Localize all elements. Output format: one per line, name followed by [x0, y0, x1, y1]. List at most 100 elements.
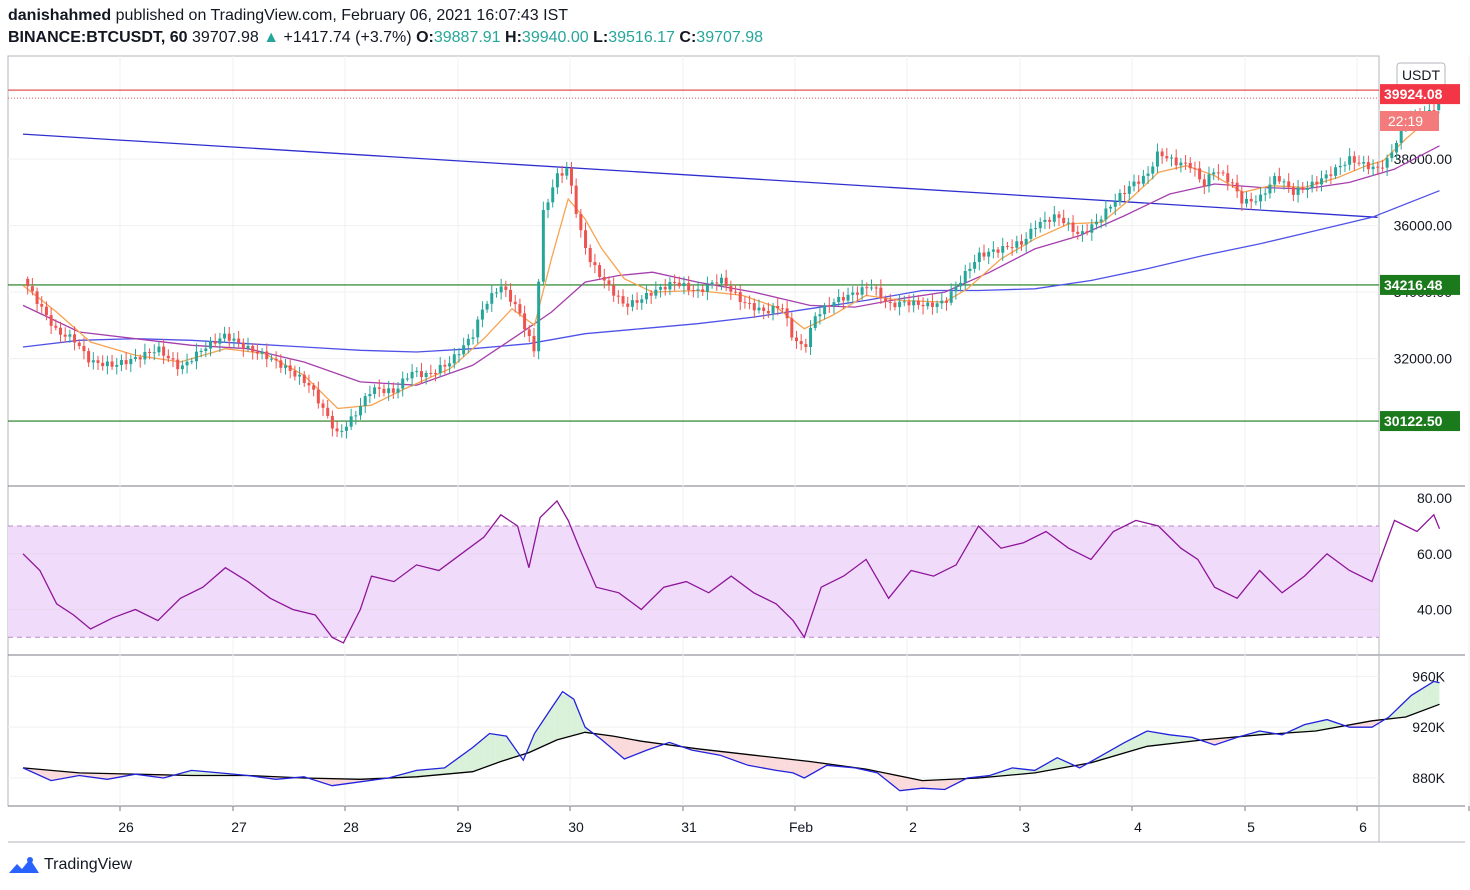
- candle-body: [682, 283, 686, 287]
- x-tick-label-1: 27: [231, 819, 247, 835]
- candle-body: [1296, 187, 1300, 195]
- candle-body: [560, 173, 564, 176]
- candle-body: [1198, 168, 1202, 180]
- candle-body: [668, 281, 672, 290]
- candle-body: [752, 303, 756, 311]
- candle-body: [926, 302, 930, 307]
- obv-fill-segment: [1144, 731, 1151, 748]
- candle-body: [1019, 241, 1023, 245]
- candle-body: [509, 289, 513, 302]
- candle-body: [724, 277, 728, 287]
- candle-body: [1343, 164, 1347, 166]
- candle-body: [921, 304, 925, 307]
- tradingview-brand[interactable]: TradingView: [8, 855, 132, 875]
- candle-body: [879, 287, 883, 299]
- x-tick-label-0: 26: [118, 819, 134, 835]
- obv-fill-segment: [477, 738, 484, 770]
- candle-body: [1395, 142, 1399, 153]
- candle-body: [1380, 167, 1384, 169]
- candle-body: [762, 307, 766, 311]
- candle-body: [419, 371, 423, 378]
- candle-body: [869, 287, 873, 289]
- author-name[interactable]: danishahmed: [8, 7, 112, 24]
- obv-fill-segment: [996, 771, 1003, 777]
- candle-body: [274, 358, 278, 361]
- candle-body: [480, 309, 484, 320]
- symbol-label[interactable]: BINANCE:BTCUSDT, 60: [8, 29, 188, 46]
- candle-body: [1226, 173, 1230, 183]
- obv-fill-segment: [1020, 768, 1027, 775]
- obv-fill-segment: [489, 733, 496, 766]
- candle-body: [546, 202, 550, 210]
- candle-body: [246, 345, 250, 349]
- level-low-tag-bg: [1380, 411, 1460, 432]
- candle-body: [312, 385, 316, 390]
- candle-body: [1315, 181, 1319, 185]
- candle-body: [1221, 172, 1225, 174]
- candle-body: [269, 358, 273, 360]
- obv-fill-segment: [1038, 765, 1045, 773]
- candle-body: [673, 281, 677, 283]
- obv-fill-segment: [560, 693, 566, 740]
- rsi-tick-label-0: 80.00: [1417, 490, 1452, 506]
- candle-body: [898, 301, 902, 308]
- candle-body: [44, 306, 48, 316]
- candle-body: [1184, 162, 1188, 164]
- obv-fill-segment: [99, 773, 106, 780]
- candle-body: [902, 301, 906, 303]
- price-tick-label-1: 36000.00: [1394, 218, 1453, 234]
- obv-fill-segment: [1185, 736, 1192, 742]
- candle-body: [152, 352, 156, 354]
- candle-body: [138, 357, 142, 360]
- obv-fill-segment: [34, 768, 41, 776]
- candle-body: [1348, 156, 1352, 165]
- candle-body: [1277, 176, 1281, 182]
- candle-body: [1043, 219, 1047, 222]
- candle-body: [677, 282, 681, 287]
- candle-body: [584, 230, 588, 249]
- candle-body: [448, 363, 452, 367]
- obv-fill-segment: [607, 735, 614, 750]
- candle-body: [326, 407, 330, 416]
- candle-body: [1113, 201, 1117, 207]
- level-high-tag-bg: [1380, 274, 1460, 295]
- obv-fill-segment: [1327, 719, 1334, 729]
- candle-body: [884, 298, 888, 303]
- candle-body: [1151, 166, 1155, 174]
- candle-body: [832, 302, 836, 307]
- countdown-tag: 22:19: [1388, 113, 1423, 129]
- candle-body: [1127, 186, 1131, 194]
- candle-body: [284, 365, 288, 368]
- candle-body: [1263, 193, 1267, 195]
- obv-fill-segment: [1368, 720, 1375, 728]
- candle-body: [1141, 175, 1145, 184]
- candle-body: [391, 388, 395, 393]
- candle-body: [654, 289, 658, 296]
- candle-body: [1432, 109, 1436, 111]
- candle-body: [935, 303, 939, 307]
- obv-fill-segment: [1303, 723, 1310, 732]
- chart-area[interactable]: 262728293031Feb23456738000.0036000.00340…: [0, 0, 1470, 850]
- candle-body: [874, 287, 878, 289]
- candle-body: [59, 327, 63, 335]
- candle-body: [1095, 221, 1099, 225]
- candle-body: [977, 252, 981, 262]
- candle-body: [565, 168, 569, 176]
- candle-body: [555, 173, 559, 188]
- candle-body: [954, 286, 958, 292]
- candle-body: [377, 387, 381, 389]
- candle-body: [54, 325, 58, 328]
- candle-body: [199, 351, 203, 353]
- candle-body: [1015, 241, 1019, 248]
- candle-body: [302, 374, 306, 383]
- candle-body: [1104, 208, 1108, 220]
- candle-body: [532, 335, 536, 352]
- price-tick-label-0: 38000.00: [1394, 151, 1453, 167]
- candle-body: [593, 262, 597, 266]
- obv-fill-segment: [1167, 734, 1174, 744]
- obv-fill-segment: [890, 774, 897, 789]
- candle-body: [748, 303, 752, 305]
- candle-body: [949, 291, 953, 303]
- candle-body: [415, 371, 419, 373]
- x-tick-label-4: 30: [568, 819, 584, 835]
